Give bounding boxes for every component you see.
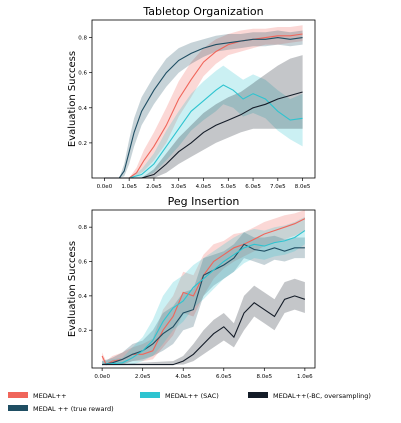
x-tick-label: 1.0e6 — [297, 374, 313, 380]
legend-swatch-true-reward — [8, 405, 28, 411]
x-tick-label: 0.0e0 — [94, 374, 110, 380]
x-tick-label: 1.0e5 — [121, 184, 137, 190]
band-medal — [104, 25, 303, 178]
legend-swatch-bc-oversampling — [248, 392, 268, 398]
band-medal-bc-oversampling — [104, 55, 303, 178]
y-tick-label: 0.2 — [78, 141, 87, 147]
x-tick-label: 4.0e5 — [175, 374, 191, 380]
series-line-medal-bc-oversampling — [102, 295, 306, 366]
x-tick-label: 2.0e5 — [146, 184, 162, 190]
series-line-medal-true-reward — [102, 243, 305, 366]
band-medal-sac — [102, 216, 305, 365]
chart-title: Tabletop Organization — [142, 5, 263, 18]
series-line-medal-bc-oversampling — [104, 91, 303, 179]
y-tick-label: 0.2 — [78, 328, 87, 334]
y-tick-label: 0.4 — [78, 106, 87, 112]
y-tick-label: 0.6 — [78, 71, 87, 77]
x-tick-label: 4.0e5 — [196, 184, 212, 190]
legend-label-medal: MEDAL++ — [33, 392, 67, 400]
x-tick-label: 0.0e0 — [97, 184, 113, 190]
band-medal-true-reward — [104, 30, 303, 178]
legend-swatch-sac — [140, 392, 160, 398]
x-tick-label: 5.0e5 — [220, 184, 236, 190]
x-tick-label: 8.0e5 — [295, 184, 311, 190]
series-line-medal — [104, 33, 303, 179]
x-tick-label: 7.0e5 — [270, 184, 286, 190]
y-tick-label: 0.4 — [78, 294, 87, 300]
legend-label-true-reward: MEDAL ++ (true reward) — [33, 405, 114, 413]
x-tick-label: 8.0e5 — [256, 374, 272, 380]
x-tick-label: 3.0e5 — [171, 184, 187, 190]
x-tick-label: 6.0e5 — [216, 374, 232, 380]
chart-peg-insertion: Peg Insertion Evaluation Success 0.0e0 2.0e… — [67, 195, 316, 380]
series-line-medal-true-reward — [104, 37, 303, 179]
y-tick-label: 0.8 — [78, 225, 87, 231]
y-axis-label: Evaluation Success — [67, 241, 78, 337]
series-line-medal-sac — [102, 230, 306, 366]
legend-swatch-medal — [8, 392, 28, 398]
legend-label-sac: MEDAL++ (SAC) — [165, 392, 219, 400]
y-tick-label: 0.8 — [78, 36, 87, 42]
x-tick-label: 6.0e5 — [245, 184, 261, 190]
y-tick-label: 0.6 — [78, 260, 87, 266]
plot-frame — [91, 209, 316, 369]
band-medal-bc-oversampling — [102, 278, 305, 365]
legend: MEDAL++ MEDAL ++ (true reward) MEDAL++ (… — [8, 392, 371, 413]
x-tick-label: 2.0e5 — [135, 374, 151, 380]
band-medal-true-reward — [102, 232, 305, 365]
legend-label-bc-oversampling: MEDAL++(-BC, oversampling) — [273, 392, 371, 400]
band-medal — [102, 210, 305, 365]
y-axis-label: Evaluation Success — [67, 51, 78, 147]
chart-title: Peg Insertion — [168, 195, 240, 208]
